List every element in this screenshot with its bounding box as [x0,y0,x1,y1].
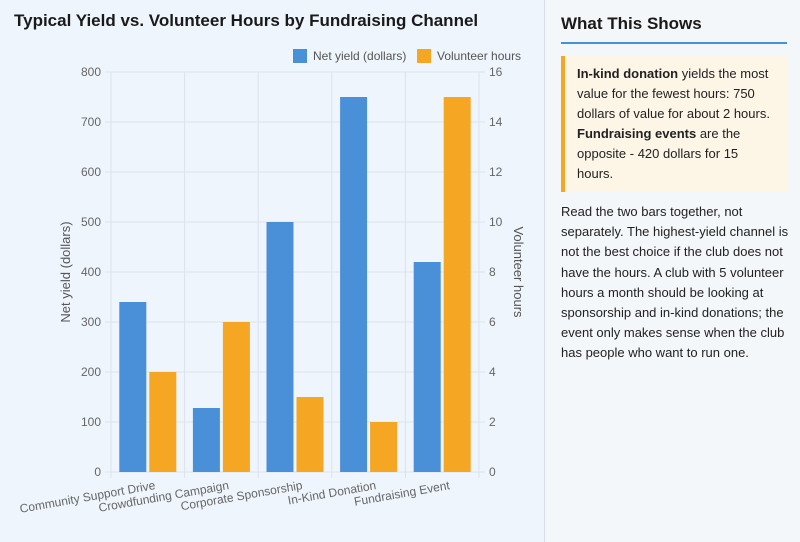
bar-net-yield [340,97,368,472]
y-tick-label-right: 12 [489,165,503,179]
side-panel-title: What This Shows [561,14,702,33]
y-tick-label-right: 16 [489,65,503,79]
callout-lead-events: Fundraising events [577,126,697,141]
y-tick-label-left: 800 [81,65,101,79]
y-tick-label-right: 6 [489,315,496,329]
y-tick-label-left: 700 [81,115,101,129]
legend-label-volunteer-hours: Volunteer hours [437,49,521,63]
bar-net-yield [266,222,294,472]
bar-volunteer-hours [296,397,324,472]
bar-chart: 01002003004005006007008000246810121416Co… [19,49,526,516]
grid-layer [105,71,485,478]
y-tick-label-right: 2 [489,415,496,429]
y-tick-label-left: 500 [81,215,101,229]
bar-net-yield [192,408,220,472]
legend: Net yield (dollars) Volunteer hours [293,49,521,63]
y-tick-label-right: 8 [489,265,496,279]
bar-volunteer-hours [222,322,250,472]
title-divider [561,42,787,44]
callout-text-inkind: yields the most value for the fewest hou… [577,66,770,121]
y-tick-label-right: 4 [489,365,496,379]
bar-net-yield [413,262,441,472]
bar-volunteer-hours [443,97,471,472]
legend-swatch-net-yield [293,49,307,63]
bars-layer [119,97,471,472]
bar-net-yield [119,302,147,472]
explanation-text: Read the two bars together, not separate… [561,204,789,361]
bar-volunteer-hours [370,422,398,472]
y-tick-label-left: 600 [81,165,101,179]
y-tick-label-right: 10 [489,215,503,229]
callout-lead-inkind: In-kind donation [577,66,679,81]
side-panel: What This Shows In-kind donation yields … [544,0,800,542]
y-tick-label-right: 14 [489,115,503,129]
legend-label-net-yield: Net yield (dollars) [313,49,406,63]
y-tick-label-right: 0 [489,465,496,479]
y-tick-label-left: 300 [81,315,101,329]
legend-swatch-volunteer-hours [417,49,431,63]
y-tick-label-left: 400 [81,265,101,279]
y-axis-title-right: Volunteer hours [511,226,526,318]
bar-volunteer-hours [149,372,177,472]
y-tick-label-left: 0 [94,465,101,479]
y-tick-label-left: 100 [81,415,101,429]
y-tick-label-left: 200 [81,365,101,379]
callout-box: In-kind donation yields the most value f… [561,56,787,192]
y-axis-title-left: Net yield (dollars) [58,221,73,322]
callout-text-events: are the opposite - 420 dollars for 15 ho… [577,126,741,181]
axes-layer: 01002003004005006007008000246810121416Co… [19,65,526,516]
chart-panel: Typical Yield vs. Volunteer Hours by Fun… [14,11,526,516]
chart-title: Typical Yield vs. Volunteer Hours by Fun… [14,11,479,30]
